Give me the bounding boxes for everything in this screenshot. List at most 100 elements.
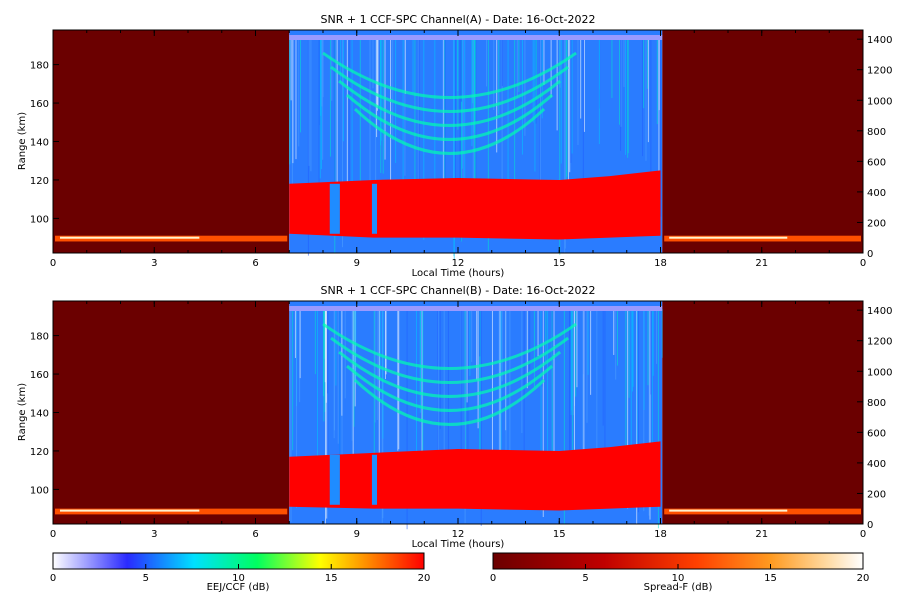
ccf-streak [618, 38, 620, 125]
ccf-streak [480, 309, 482, 526]
ccf-streak [321, 38, 323, 107]
ccf-streak [535, 38, 537, 100]
ccf-streak [642, 38, 644, 157]
ccf-streak [631, 309, 633, 392]
ccf-streak [647, 38, 649, 143]
ccf-streak [462, 38, 464, 222]
ccf-streak [443, 309, 445, 495]
y2-tick-label: 1200 [867, 66, 892, 77]
ccf-streak [469, 309, 471, 376]
ccf-arc [322, 51, 577, 99]
panel-b-plot [53, 301, 863, 530]
y-tick-label: 160 [30, 370, 49, 381]
night-segment [53, 30, 290, 253]
ccf-streak [509, 309, 511, 467]
ccf-streak [320, 38, 322, 116]
x-tick-label: 15 [553, 258, 566, 269]
ccf-streak [518, 38, 520, 92]
ccf-streak [569, 38, 571, 173]
y-tick-label: 100 [30, 485, 49, 496]
ccf-streak [613, 309, 615, 355]
ccf-streak [418, 38, 420, 228]
ccf-streak [447, 309, 449, 463]
ccf-streak [596, 309, 598, 494]
ccf-streak [298, 38, 300, 147]
ccf-streak [329, 38, 331, 157]
colorbar-spreadf: 0 5 10 15 20 Spread-F (dB) [490, 552, 870, 593]
ccf-streak [344, 309, 346, 399]
x-tick-label: 0 [50, 258, 56, 269]
ccf-streak [649, 309, 651, 520]
ccf-streak [476, 309, 478, 380]
ccf-streak [299, 309, 301, 379]
ccf-streak [384, 309, 386, 380]
ccf-streak [526, 309, 528, 389]
ccf-streak [341, 309, 343, 416]
panel-a-ylabel: Range (km) [17, 112, 28, 170]
y-tick-label: 120 [30, 447, 49, 458]
ccf-streak [570, 309, 572, 415]
panel-b: SNR + 1 CCF-SPC Channel(B) - Date: 16-Oc… [17, 284, 892, 550]
night-segment [662, 30, 863, 253]
ccf-streak [636, 309, 638, 503]
ccf-streak [516, 38, 518, 99]
ccf-streak [656, 38, 658, 125]
ccf-streak [380, 38, 382, 146]
ccf-streak [643, 309, 645, 410]
ccf-streak [443, 38, 445, 229]
ccf-streak [471, 309, 473, 362]
y2-tick-label: 0 [867, 249, 873, 260]
ccf-streak [559, 38, 561, 255]
ccf-arc [330, 336, 570, 384]
ccf-streak [590, 309, 592, 395]
ccf-streak [292, 309, 294, 451]
ccf-streak [326, 309, 328, 519]
ccf-streak [466, 309, 468, 403]
ccf-streak [620, 38, 622, 127]
ccf-streak [636, 309, 638, 527]
ccf-streak [651, 309, 653, 501]
ccf-streak [460, 309, 462, 472]
ccf-streak [402, 38, 404, 190]
ccf-arc [353, 378, 546, 426]
ccf-arc [322, 322, 577, 370]
y-tick-label: 120 [30, 176, 49, 187]
panel-b-ylabel: Range (km) [17, 383, 28, 441]
ccf-streak [637, 309, 639, 513]
x-tick-label: 21 [755, 529, 768, 540]
colorbar-tick-label: 0 [490, 573, 496, 584]
ccf-streak [346, 38, 348, 208]
ccf-streak [376, 38, 378, 138]
ccf-streak [643, 309, 645, 512]
x-tick-label: 3 [151, 258, 157, 269]
ccf-streak [569, 309, 571, 483]
ccf-streak [342, 38, 344, 248]
colorbar-tick-label: 20 [857, 573, 870, 584]
ccf-streak [351, 38, 353, 233]
y2-tick-label: 800 [867, 127, 886, 138]
ccf-streak [493, 38, 495, 111]
ccf-streak [289, 38, 291, 165]
colorbar-tick-label: 15 [764, 573, 777, 584]
ccf-streak [564, 38, 566, 249]
x-tick-label: 9 [354, 258, 360, 269]
ccf-streak [582, 309, 584, 473]
ccf-streak [541, 309, 543, 387]
eej-gap [371, 183, 377, 234]
ccf-streak [479, 309, 481, 357]
ccf-streak [475, 38, 477, 204]
colorbar-tick-label: 20 [418, 573, 431, 584]
ccf-streak [539, 38, 541, 215]
ccf-streak [627, 309, 629, 509]
ccf-streak [334, 38, 336, 201]
y2-tick-label: 800 [867, 398, 886, 409]
y2-tick-label: 1000 [867, 367, 892, 378]
ccf-streak [324, 309, 326, 383]
ccf-streak [382, 38, 384, 174]
y2-tick-label: 1400 [867, 35, 892, 46]
ccf-streak [575, 309, 577, 397]
ccf-streak [537, 309, 539, 357]
ccf-streak [336, 38, 338, 235]
x-tick-label: 6 [252, 258, 258, 269]
